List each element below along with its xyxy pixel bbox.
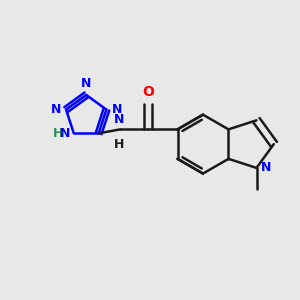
Text: N: N — [81, 76, 92, 90]
Text: O: O — [142, 85, 154, 99]
Text: H: H — [53, 127, 64, 140]
Text: N: N — [112, 103, 122, 116]
Text: N: N — [60, 127, 70, 140]
Text: N: N — [113, 113, 124, 126]
Text: N: N — [50, 103, 61, 116]
Text: N: N — [261, 161, 271, 174]
Text: H: H — [113, 138, 124, 151]
